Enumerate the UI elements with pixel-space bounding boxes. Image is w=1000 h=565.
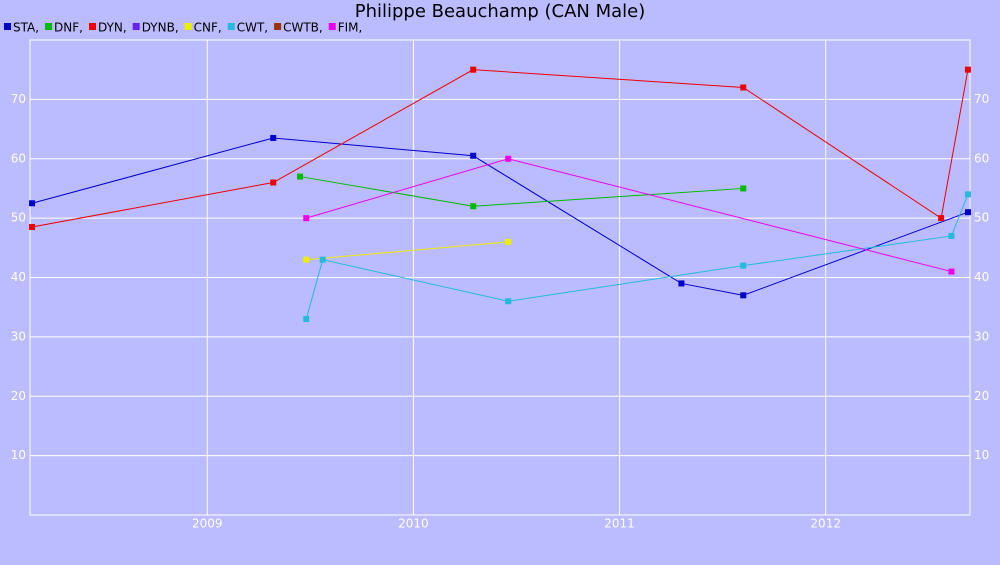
y2-tick-label: 30	[974, 329, 989, 343]
point	[303, 316, 310, 323]
point	[740, 262, 747, 269]
point	[948, 268, 955, 275]
legend-swatch	[328, 23, 336, 30]
legend-swatch	[132, 23, 140, 30]
point	[678, 280, 685, 287]
point	[740, 292, 747, 299]
y-tick-label: 50	[11, 211, 26, 225]
point	[964, 209, 971, 216]
y-tick-label: 10	[11, 448, 26, 462]
chart-title: Philippe Beauchamp (CAN Male)	[355, 1, 646, 22]
x-tick-label: 2011	[604, 517, 635, 531]
legend-label: STA,	[13, 21, 39, 35]
y-tick-label: 30	[11, 329, 26, 343]
legend-label: DYNB,	[142, 21, 179, 35]
y-tick-label: 70	[11, 92, 26, 106]
point	[964, 66, 971, 73]
point	[29, 224, 36, 231]
point	[270, 179, 277, 186]
legend-label: FIM,	[338, 21, 363, 35]
point	[470, 66, 477, 73]
point	[505, 238, 512, 245]
legend-swatch	[4, 23, 11, 30]
x-tick-label: 2010	[398, 517, 429, 531]
point	[505, 298, 512, 305]
point	[270, 134, 277, 141]
legend-label: CNF,	[194, 21, 222, 35]
series-line	[306, 241, 509, 261]
legend-swatch	[274, 23, 282, 30]
point	[29, 200, 36, 207]
series-line	[31, 69, 969, 228]
point	[297, 173, 304, 180]
point	[948, 232, 955, 239]
point	[470, 203, 477, 210]
series-line	[31, 137, 969, 296]
point	[303, 256, 310, 263]
point	[938, 215, 945, 222]
y2-tick-label: 50	[974, 211, 989, 225]
y-tick-label: 60	[11, 151, 26, 165]
x-tick-label: 2009	[192, 517, 223, 531]
y2-tick-label: 70	[974, 92, 989, 106]
y2-tick-label: 10	[974, 448, 989, 462]
point	[964, 191, 971, 198]
y2-tick-label: 40	[974, 270, 989, 284]
point	[740, 84, 747, 91]
legend-label: DYN,	[98, 21, 127, 35]
point	[505, 155, 512, 162]
y-tick-label: 40	[11, 270, 26, 284]
y2-tick-label: 20	[974, 389, 989, 403]
x-tick-label: 2012	[810, 517, 841, 531]
legend-label: CWTB,	[283, 21, 323, 35]
point	[740, 185, 747, 192]
legend-swatch	[88, 23, 96, 30]
legend-label: CWT,	[237, 21, 268, 35]
y2-tick-label: 60	[974, 151, 989, 165]
legend-swatch	[184, 23, 192, 30]
y-tick-label: 20	[11, 389, 26, 403]
legend-swatch	[45, 23, 53, 30]
point	[470, 152, 477, 159]
legend-swatch	[227, 23, 235, 30]
point	[303, 215, 310, 222]
point	[319, 256, 326, 263]
legend-label: DNF,	[54, 21, 83, 35]
series-line	[305, 194, 969, 320]
